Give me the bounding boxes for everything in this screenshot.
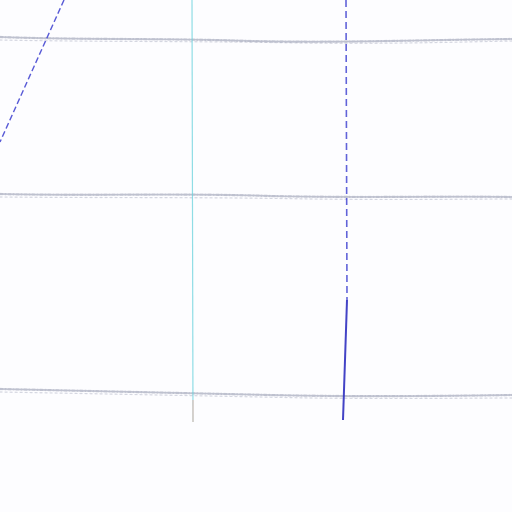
horizontal-rule-top-shadow — [0, 39, 512, 44]
vertical-dashed-line — [345, 0, 348, 301]
vertical-solid-line-segment — [342, 299, 348, 421]
horizontal-rule-bottom-shadow — [0, 391, 512, 400]
horizontal-rule-bottom — [0, 387, 512, 398]
horizontal-rule-middle — [0, 192, 512, 199]
vertical-margin-line — [191, 0, 194, 423]
horizontal-rules — [0, 35, 512, 400]
diagonal-dashed-line — [0, 0, 65, 143]
horizontal-rule-middle-shadow — [0, 196, 512, 201]
horizontal-rule-top — [0, 35, 512, 43]
